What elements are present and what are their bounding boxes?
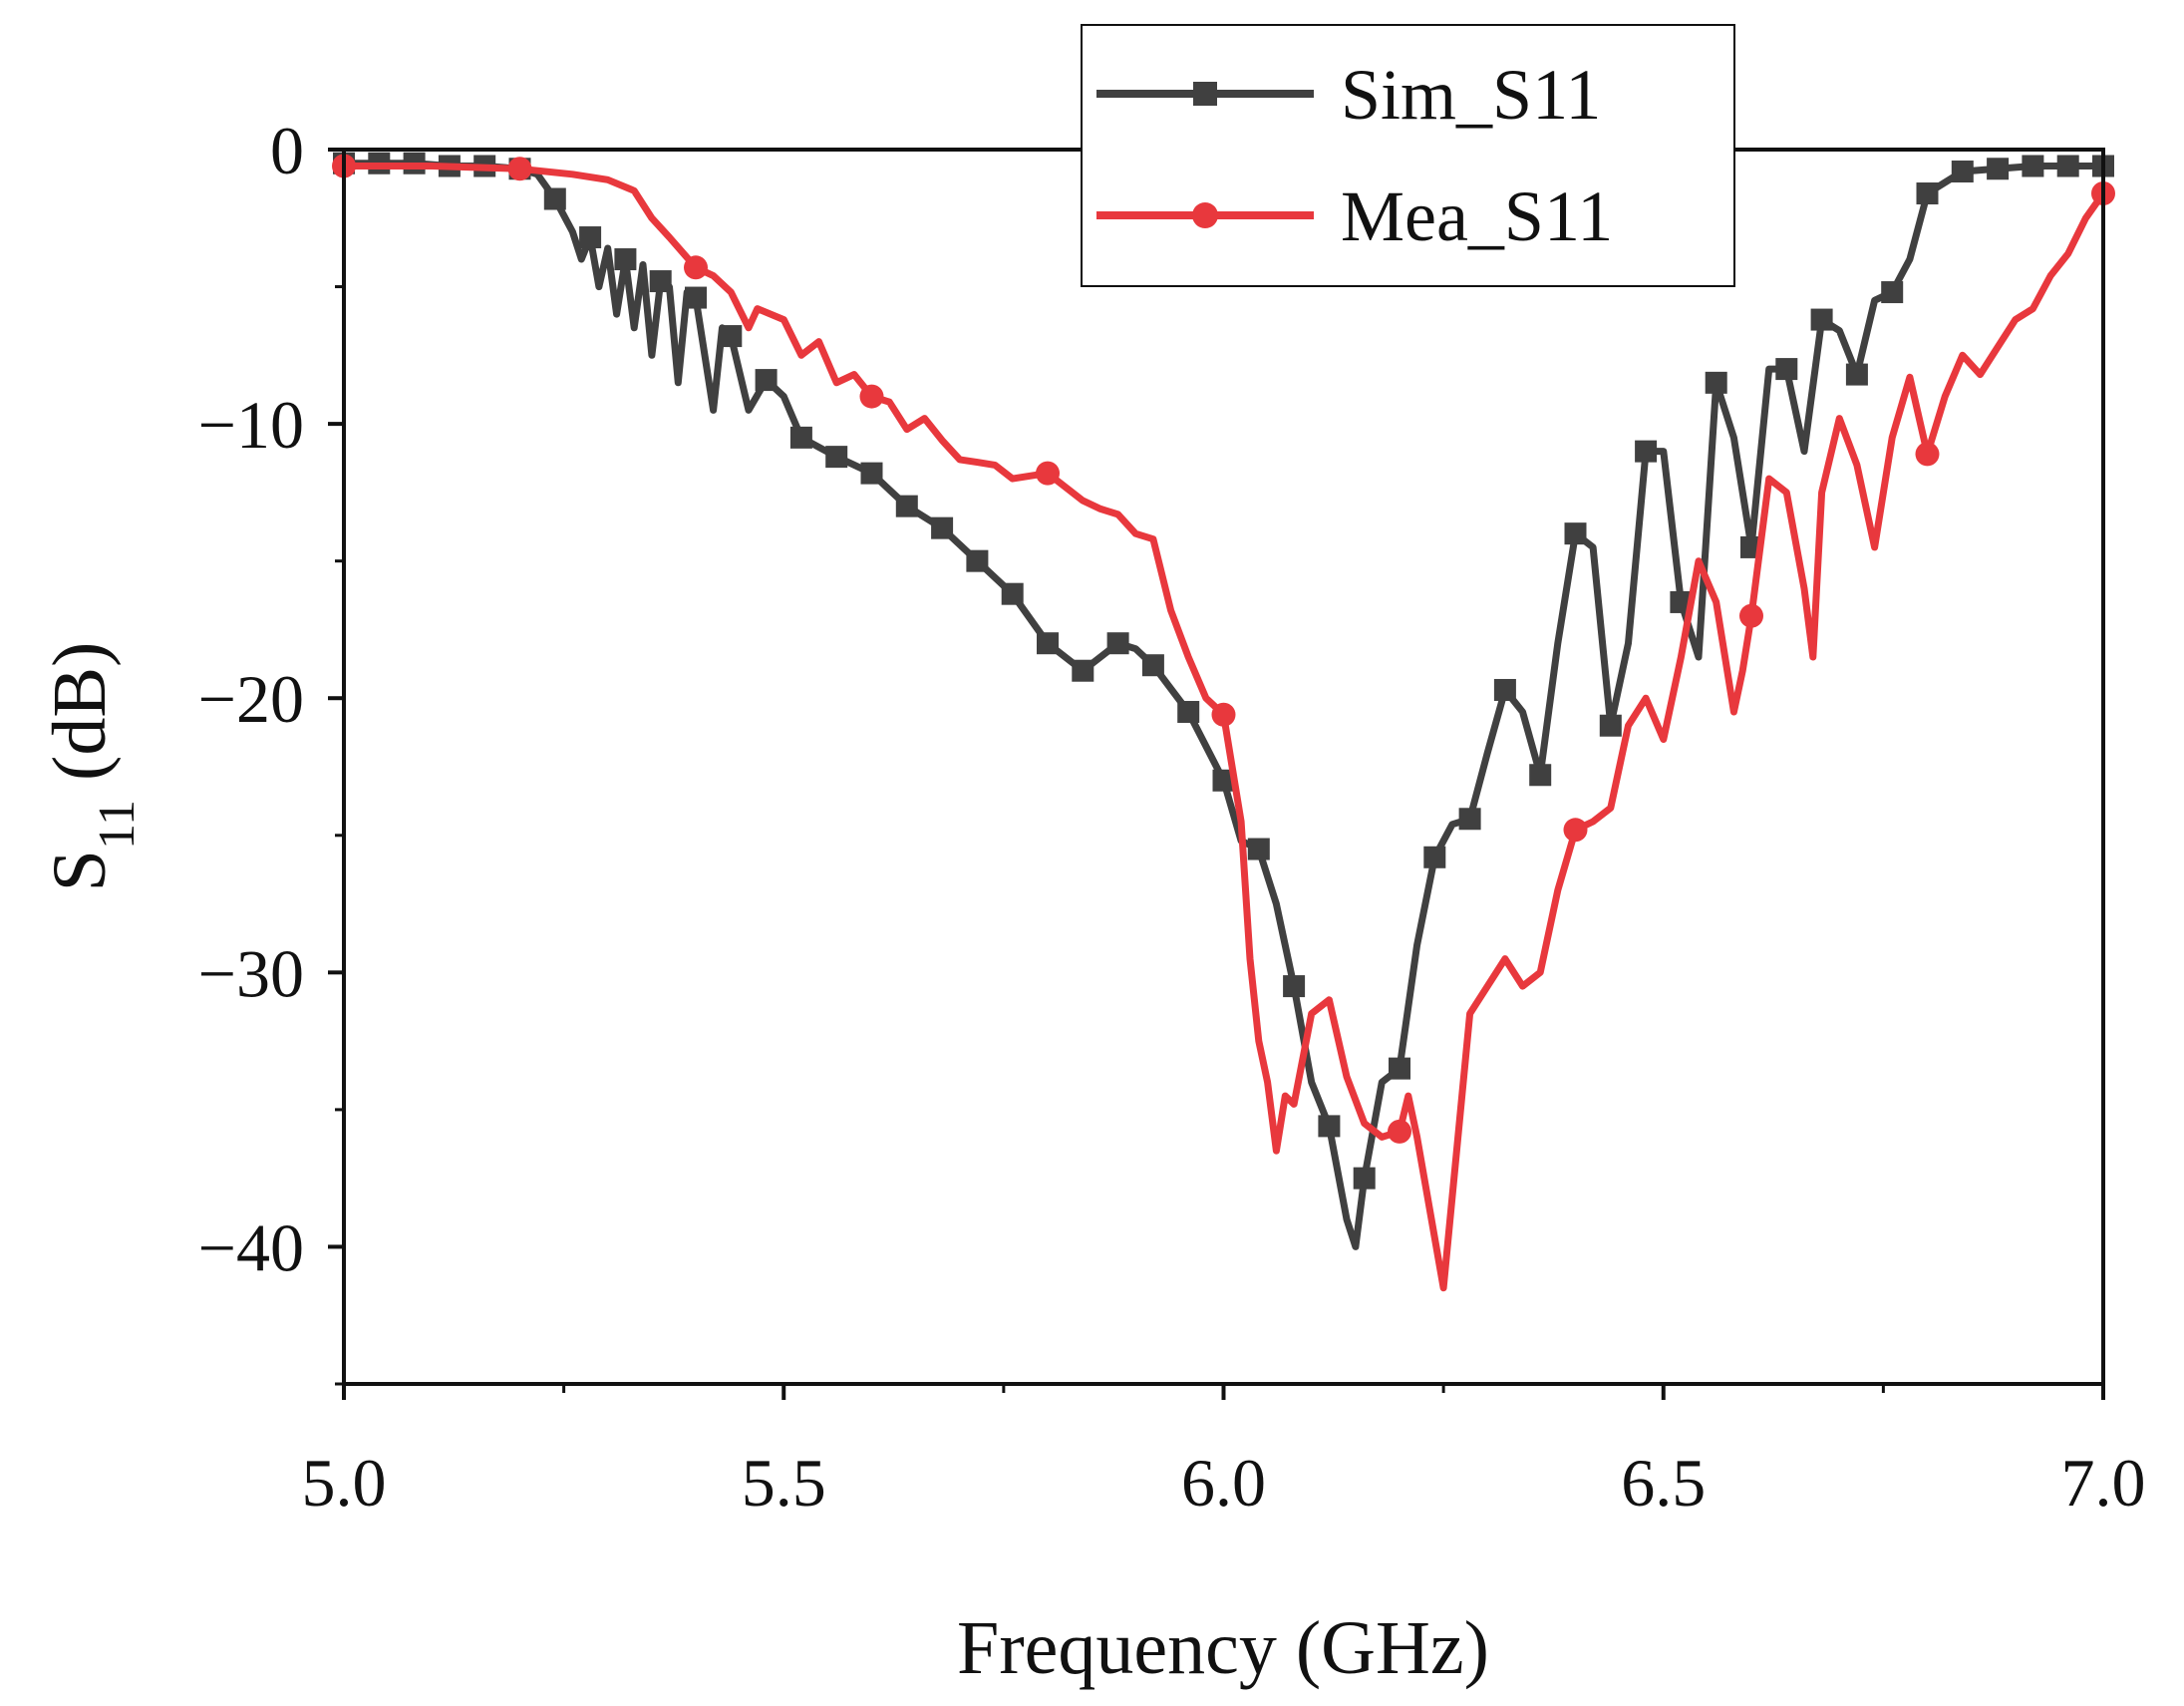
data-point-square	[1037, 632, 1059, 655]
series-Sim_S11	[333, 152, 2114, 1250]
data-point-square	[1212, 769, 1235, 792]
y-tick-label: 0	[270, 113, 304, 188]
data-point-square	[1141, 654, 1164, 677]
data-point-square	[720, 325, 743, 348]
data-point-square	[1458, 808, 1481, 831]
data-point-square	[1247, 838, 1270, 860]
series-Mea_S11	[332, 154, 2115, 1292]
data-point-circle	[684, 255, 708, 280]
data-point-circle	[1563, 818, 1588, 843]
data-point-square	[1916, 182, 1939, 205]
data-point-circle	[1211, 702, 1236, 727]
y-axis-title: S11 (dB)	[38, 642, 146, 892]
data-point-square	[1987, 158, 2010, 180]
data-point-square	[1635, 440, 1658, 463]
series-layer	[332, 152, 2115, 1292]
x-tick-label: 5.0	[302, 1445, 387, 1521]
data-point-square	[1670, 590, 1693, 613]
data-point-square	[1705, 371, 1727, 394]
data-point-square	[649, 270, 672, 293]
data-point-square	[1001, 582, 1024, 605]
data-point-square	[1353, 1167, 1376, 1190]
data-point-square	[789, 426, 812, 449]
data-point-square	[1493, 678, 1516, 701]
data-point-square	[966, 549, 989, 572]
data-point-square	[755, 369, 778, 392]
data-point-square	[1072, 659, 1094, 682]
y-tick-label: −10	[198, 387, 304, 463]
y-axis-title-main: S	[38, 850, 122, 891]
data-point-square	[1529, 764, 1552, 787]
x-tick-label: 6.0	[1181, 1445, 1266, 1521]
data-point-square	[1318, 1115, 1341, 1138]
data-point-square	[1106, 632, 1129, 655]
data-point-square	[895, 495, 918, 517]
legend-box	[1081, 24, 1735, 287]
y-tick-label: −30	[198, 935, 304, 1011]
data-point-square	[1845, 363, 1868, 386]
legend-label-sim: Sim_S11	[1341, 55, 1601, 135]
data-point-circle	[507, 157, 532, 181]
data-point-square	[1283, 975, 1306, 998]
data-point-square	[1423, 846, 1446, 868]
data-point-circle	[1036, 461, 1060, 486]
data-point-circle	[1915, 442, 1940, 467]
data-point-circle	[1739, 603, 1763, 628]
data-point-square	[1389, 1057, 1410, 1080]
y-tick-label: −40	[198, 1209, 304, 1285]
legend-marker-square	[1193, 82, 1217, 106]
data-point-square	[1599, 714, 1622, 737]
y-axis-title-subscript: 11	[89, 800, 146, 850]
data-point-square	[860, 462, 883, 485]
legend: Sim_S11 Mea_S11	[1081, 24, 1735, 287]
data-point-square	[2022, 155, 2044, 177]
data-point-square	[1881, 281, 1904, 304]
x-tick-label: 6.5	[1621, 1445, 1706, 1521]
x-axis-title: Frequency (GHz)	[957, 1606, 1489, 1690]
data-point-square	[614, 248, 637, 271]
data-point-square	[931, 516, 954, 539]
data-point-square	[1775, 358, 1798, 381]
x-tick-label: 7.0	[2061, 1445, 2146, 1521]
data-point-square	[2056, 155, 2079, 177]
data-point-circle	[1388, 1119, 1411, 1144]
data-point-square	[543, 187, 566, 210]
y-axis-title-unit: (dB)	[38, 642, 122, 800]
legend-marker-circle	[1192, 202, 1218, 228]
x-tick-label: 5.5	[742, 1445, 826, 1521]
data-point-circle	[859, 384, 884, 409]
y-tick-label: −20	[198, 661, 304, 737]
legend-label-mea: Mea_S11	[1341, 176, 1613, 256]
series-line-Mea_S11	[340, 163, 2107, 1292]
axis-ticks: 5.0 5.5 6.0 6.5 7.0 0 −10 −20 −30 −40	[198, 113, 2146, 1521]
data-point-square	[1564, 522, 1587, 545]
data-point-square	[1177, 700, 1200, 723]
data-point-square	[1810, 308, 1833, 331]
data-point-square	[825, 446, 848, 469]
data-point-square	[579, 226, 602, 249]
data-point-square	[1951, 161, 1974, 183]
data-point-square	[685, 286, 707, 309]
